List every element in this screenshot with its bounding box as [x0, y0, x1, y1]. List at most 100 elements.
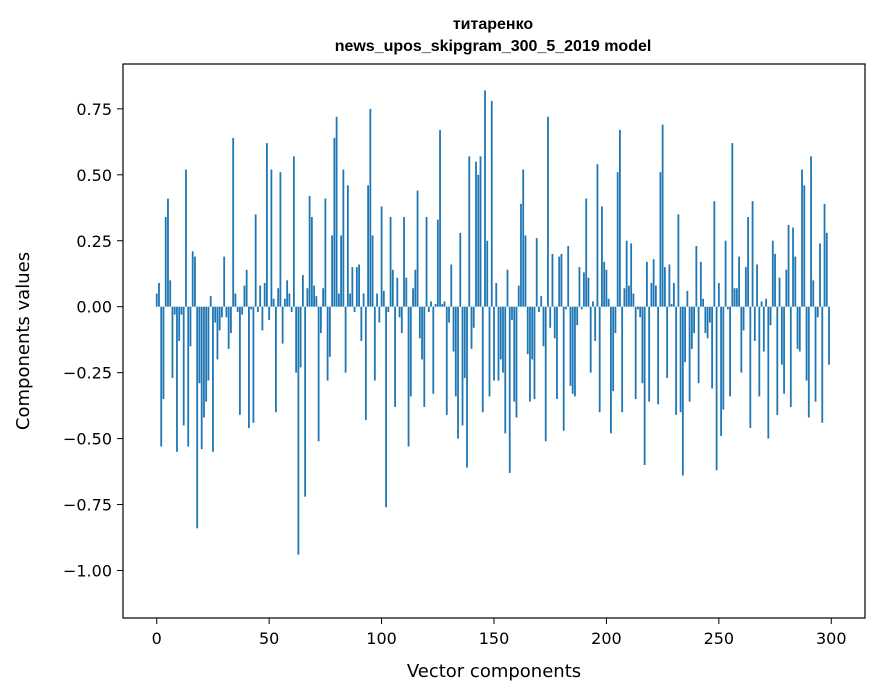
bar: [625, 240, 628, 307]
bar: [225, 306, 228, 318]
bar: [490, 100, 493, 307]
bar: [221, 306, 223, 318]
bar: [484, 90, 486, 307]
bar: [771, 240, 774, 307]
bar: [261, 306, 264, 331]
bar: [652, 259, 655, 307]
y-tick-label: −1.00: [63, 562, 112, 581]
bar: [358, 264, 360, 307]
bar: [214, 306, 217, 323]
bar: [196, 306, 199, 529]
bar: [241, 306, 244, 315]
bar: [326, 306, 329, 381]
bar: [457, 306, 459, 439]
bar: [459, 232, 462, 307]
bar: [783, 306, 785, 394]
bar: [744, 267, 747, 307]
bar: [439, 129, 441, 307]
bar: [409, 306, 412, 397]
bar: [353, 306, 356, 312]
bar: [475, 161, 477, 307]
bar: [558, 256, 561, 307]
bar: [441, 304, 444, 307]
bar: [497, 306, 500, 381]
bar: [194, 256, 196, 307]
bar: [583, 272, 585, 307]
bar: [173, 306, 176, 315]
bar: [515, 306, 518, 418]
bar: [218, 306, 221, 331]
bar: [556, 306, 558, 400]
bar: [796, 306, 799, 349]
x-tick-label: 300: [816, 629, 847, 648]
chart-title-line1: титаренко: [453, 16, 534, 33]
bar: [315, 296, 318, 307]
bar: [594, 306, 597, 341]
bar: [176, 306, 178, 452]
bar: [230, 306, 232, 334]
bar: [252, 306, 255, 423]
y-tick-label: −0.25: [63, 364, 112, 383]
bar: [495, 282, 498, 307]
bar: [277, 288, 280, 307]
bar: [396, 277, 399, 307]
bar: [661, 124, 664, 307]
bar: [268, 306, 271, 320]
bar: [657, 306, 660, 405]
x-tick-label: 250: [704, 629, 735, 648]
bar: [524, 235, 527, 307]
bar: [479, 156, 482, 307]
bar: [452, 306, 455, 352]
bar: [167, 198, 169, 307]
bar: [416, 190, 419, 307]
x-axis-label: Vector components: [407, 661, 581, 682]
bar: [517, 285, 520, 307]
bar: [742, 306, 745, 331]
bar: [212, 306, 214, 452]
bar: [630, 243, 633, 307]
bar: [292, 156, 295, 307]
bar: [585, 198, 588, 307]
bar: [637, 306, 639, 310]
bar: [762, 306, 765, 352]
bar: [731, 143, 734, 307]
bar: [239, 306, 241, 415]
bar: [470, 306, 473, 349]
bar: [708, 306, 711, 323]
bar: [574, 306, 576, 397]
bar: [526, 306, 529, 355]
bar: [295, 306, 298, 373]
bar: [646, 261, 648, 307]
bar: [200, 306, 203, 450]
bar: [335, 116, 338, 307]
bar: [317, 306, 320, 442]
bar: [767, 306, 770, 439]
bar: [531, 306, 534, 360]
bar: [679, 306, 682, 413]
bar: [589, 306, 592, 373]
bar: [690, 306, 693, 349]
bar: [803, 185, 806, 307]
bar: [720, 306, 722, 436]
bar: [776, 306, 779, 415]
bar: [787, 224, 790, 307]
bar: [216, 306, 219, 360]
bar: [423, 306, 426, 407]
bar: [227, 306, 230, 349]
y-tick-label: 0.75: [76, 100, 112, 119]
bar: [801, 169, 803, 307]
bar: [488, 306, 491, 397]
bar: [290, 306, 293, 312]
bar: [605, 269, 608, 307]
bar: [607, 298, 610, 307]
bar: [275, 306, 277, 413]
bar: [407, 306, 410, 447]
bar: [614, 306, 617, 334]
bar: [749, 306, 752, 429]
bar: [789, 306, 792, 407]
bar: [580, 306, 583, 310]
bar-series: [155, 90, 830, 555]
bar: [753, 306, 756, 341]
bar: [805, 306, 808, 381]
bar: [697, 306, 700, 384]
